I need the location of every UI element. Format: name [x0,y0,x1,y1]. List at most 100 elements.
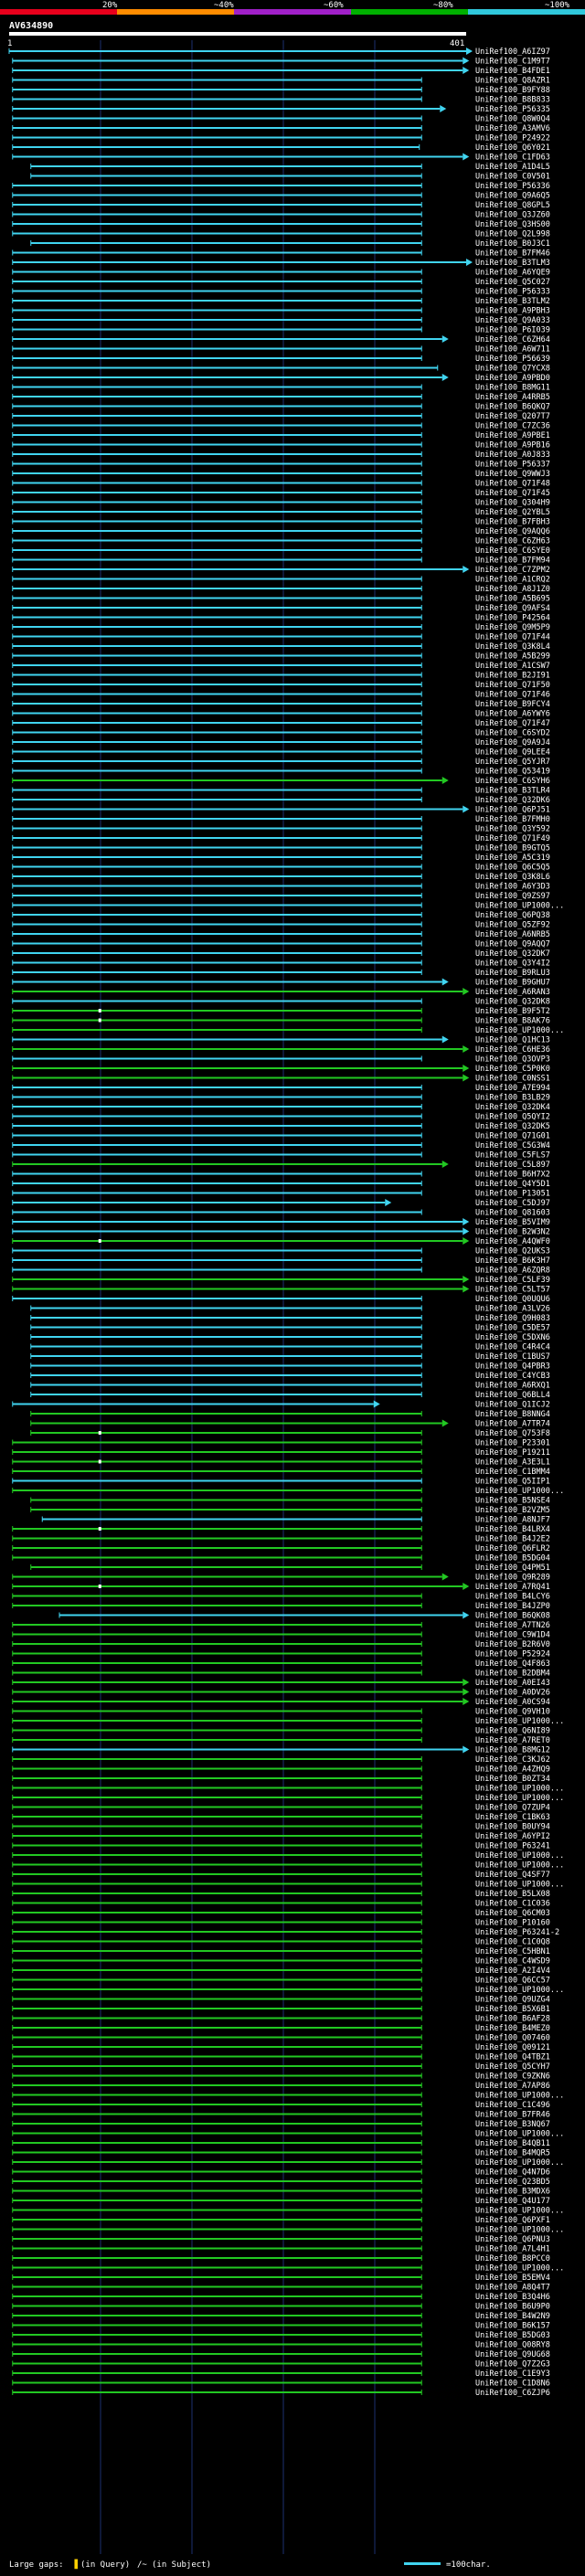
hit-label[interactable]: UniRef100_P56333 [475,288,550,297]
hit-label[interactable]: UniRef100_UP1000... [475,1986,564,1995]
hit-label[interactable]: UniRef100_A6Y3D3 [475,883,550,892]
hit-label[interactable]: UniRef100_A7AP86 [475,2082,550,2091]
hit-label[interactable]: UniRef100_B9RLU3 [475,969,550,978]
hit-label[interactable]: UniRef100_C6SYH6 [475,777,550,786]
hit-label[interactable]: UniRef100_Q3K8L4 [475,642,550,652]
hit-label[interactable]: UniRef100_Q9AQQ7 [475,940,550,949]
hit-label[interactable]: UniRef100_B4QB11 [475,2139,550,2148]
hit-label[interactable]: UniRef100_A4ZHQ9 [475,1765,550,1775]
hit-label[interactable]: UniRef100_C1D8N6 [475,2380,550,2389]
hit-label[interactable]: UniRef100_Q8W0Q4 [475,115,550,124]
hit-label[interactable]: UniRef100_Q6C5Q5 [475,864,550,873]
hit-label[interactable]: UniRef100_B8B833 [475,96,550,105]
hit-label[interactable]: UniRef100_Q6Y021 [475,143,550,153]
hit-label[interactable]: UniRef100_P10160 [475,1919,550,1928]
hit-label[interactable]: UniRef100_Q32DK4 [475,1103,550,1112]
hit-label[interactable]: UniRef100_UP1000... [475,2207,564,2216]
hit-label[interactable]: UniRef100_Q81603 [475,1209,550,1218]
hit-label[interactable]: UniRef100_B7FMH0 [475,815,550,824]
hit-label[interactable]: UniRef100_C7ZC36 [475,422,550,431]
hit-label[interactable]: UniRef100_B7FBH3 [475,518,550,527]
hit-label[interactable]: UniRef100_Q5QYI2 [475,1113,550,1122]
hit-label[interactable]: UniRef100_P56639 [475,355,550,364]
hit-label[interactable]: UniRef100_A1CSW7 [475,662,550,671]
hit-label[interactable]: UniRef100_Q71F45 [475,489,550,498]
hit-label[interactable]: UniRef100_A0DV26 [475,1689,550,1698]
hit-label[interactable]: UniRef100_Q3HS00 [475,220,550,229]
hit-label[interactable]: UniRef100_C1BMM4 [475,1468,550,1477]
hit-label[interactable]: UniRef100_B3TLR4 [475,787,550,796]
hit-label[interactable]: UniRef100_Q09121 [475,2043,550,2052]
hit-label[interactable]: UniRef100_A6RXQ1 [475,1382,550,1391]
hit-label[interactable]: UniRef100_B3TLM3 [475,259,550,268]
hit-label[interactable]: UniRef100_B4LCY6 [475,1593,550,1602]
hit-label[interactable]: UniRef100_B8AK76 [475,1017,550,1026]
hit-label[interactable]: UniRef100_Q5ZF92 [475,921,550,930]
hit-label[interactable]: UniRef100_B5DG04 [475,1554,550,1564]
hit-label[interactable]: UniRef100_Q6FLR2 [475,1544,550,1553]
hit-label[interactable]: UniRef100_C6HE36 [475,1045,550,1055]
hit-label[interactable]: UniRef100_Q23BD5 [475,2178,550,2187]
hit-label[interactable]: UniRef100_A5C319 [475,853,550,863]
hit-label[interactable]: UniRef100_UP1000... [475,1881,564,1890]
hit-label[interactable]: UniRef100_Q9A033 [475,316,550,325]
hit-label[interactable]: UniRef100_B5VIM9 [475,1218,550,1227]
hit-label[interactable]: UniRef100_Q6BLL4 [475,1391,550,1400]
hit-label[interactable]: UniRef100_A3AMV6 [475,124,550,133]
hit-label[interactable]: UniRef100_B3Q4H6 [475,2293,550,2302]
hit-label[interactable]: UniRef100_P19211 [475,1448,550,1458]
hit-label[interactable]: UniRef100_UP1000... [475,2226,564,2235]
hit-label[interactable]: UniRef100_A0CS94 [475,1698,550,1707]
hit-label[interactable]: UniRef100_A5B695 [475,595,550,604]
hit-label[interactable]: UniRef100_Q6PXF1 [475,2216,550,2225]
hit-label[interactable]: UniRef100_P24922 [475,134,550,143]
hit-label[interactable]: UniRef100_A4QWF0 [475,1237,550,1246]
hit-label[interactable]: UniRef100_B3MDX6 [475,2188,550,2197]
hit-label[interactable]: UniRef100_B2JI91 [475,672,550,681]
hit-label[interactable]: UniRef100_C4WSD9 [475,1957,550,1966]
hit-label[interactable]: UniRef100_A8Q4T7 [475,2284,550,2293]
hit-label[interactable]: UniRef100_A3E3L1 [475,1458,550,1468]
hit-label[interactable]: UniRef100_UP1000... [475,2264,564,2274]
hit-label[interactable]: UniRef100_A7RET0 [475,1736,550,1745]
hit-label[interactable]: UniRef100_B7FM94 [475,557,550,566]
hit-label[interactable]: UniRef100_B4MEZ0 [475,2024,550,2033]
hit-label[interactable]: UniRef100_Q4N7D6 [475,2168,550,2178]
hit-label[interactable]: UniRef100_P56336 [475,182,550,191]
hit-label[interactable]: UniRef100_P6I039 [475,326,550,335]
hit-label[interactable]: UniRef100_B3NQ67 [475,2120,550,2129]
hit-label[interactable]: UniRef100_C6SYD2 [475,729,550,738]
hit-label[interactable]: UniRef100_P52924 [475,1650,550,1659]
hit-label[interactable]: UniRef100_C1E9Y3 [475,2369,550,2379]
hit-label[interactable]: UniRef100_Q2L998 [475,230,550,239]
hit-label[interactable]: UniRef100_UP1000... [475,2158,564,2168]
hit-label[interactable]: UniRef100_Q753F8 [475,1429,550,1438]
hit-label[interactable]: UniRef100_Q32DK8 [475,998,550,1007]
hit-label[interactable]: UniRef100_B4W2N9 [475,2312,550,2321]
hit-label[interactable]: UniRef100_Q4TBZ1 [475,2053,550,2062]
hit-label[interactable]: UniRef100_B9FY88 [475,86,550,95]
hit-label[interactable]: UniRef100_Q7ZUP4 [475,1804,550,1813]
hit-label[interactable]: UniRef100_UP1000... [475,1717,564,1726]
hit-label[interactable]: UniRef100_C5HBN1 [475,1947,550,1956]
hit-label[interactable]: UniRef100_A6YPI2 [475,1832,550,1841]
hit-label[interactable]: UniRef100_B4J2E2 [475,1535,550,1544]
hit-label[interactable]: UniRef100_Q9M5P9 [475,623,550,632]
hit-label[interactable]: UniRef100_Q3Y592 [475,825,550,834]
hit-label[interactable]: UniRef100_Q9VH10 [475,1708,550,1717]
hit-label[interactable]: UniRef100_B5X6B1 [475,2005,550,2014]
hit-label[interactable]: UniRef100_Q9ZS97 [475,892,550,901]
hit-label[interactable]: UniRef100_Q4U177 [475,2197,550,2206]
hit-label[interactable]: UniRef100_Q7Z2G3 [475,2360,550,2369]
hit-label[interactable]: UniRef100_B9FCY4 [475,700,550,709]
hit-label[interactable]: UniRef100_P42564 [475,614,550,623]
hit-label[interactable]: UniRef100_Q9A9J4 [475,738,550,747]
hit-label[interactable]: UniRef100_Q9AFS4 [475,604,550,613]
hit-label[interactable]: UniRef100_A2I4V4 [475,1966,550,1976]
hit-label[interactable]: UniRef100_C0V501 [475,173,550,182]
hit-label[interactable]: UniRef100_A6IZ97 [475,48,550,57]
hit-label[interactable]: UniRef100_Q0UQU6 [475,1295,550,1304]
hit-label[interactable]: UniRef100_B0UY94 [475,1823,550,1832]
hit-label[interactable]: UniRef100_B6QK08 [475,1612,550,1621]
hit-label[interactable]: UniRef100_B7FM46 [475,249,550,259]
